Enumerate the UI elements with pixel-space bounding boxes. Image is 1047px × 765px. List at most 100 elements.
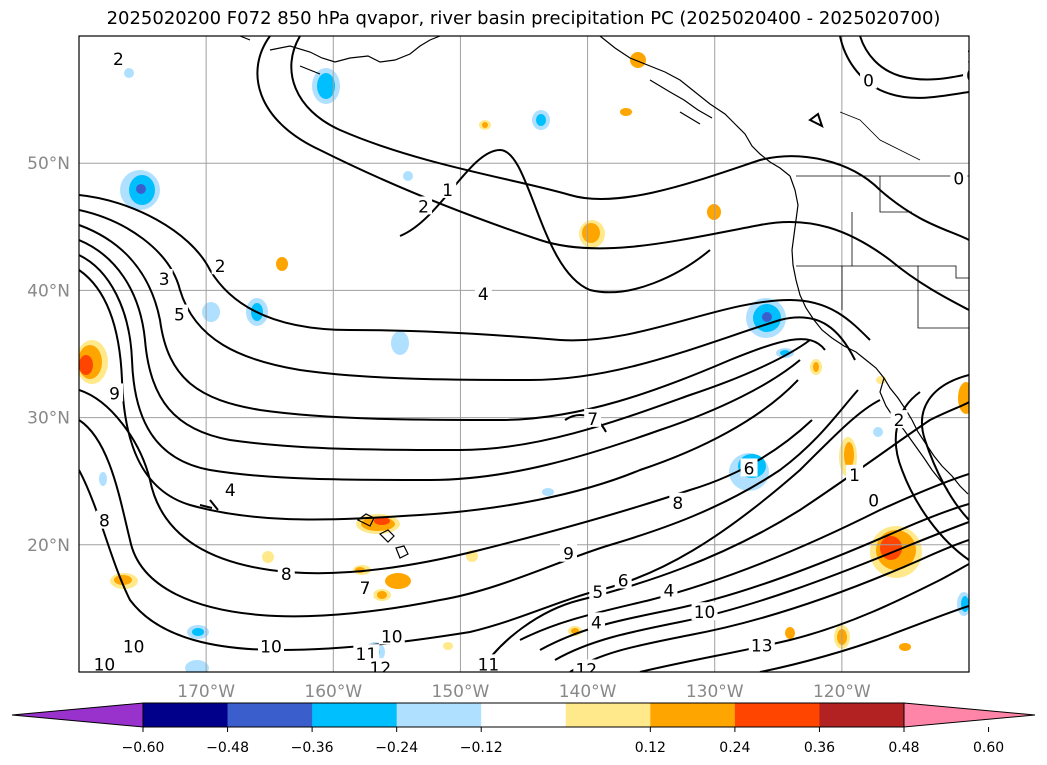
colorbar-segment (143, 703, 229, 727)
contour-label: 3 (159, 270, 170, 290)
contour-label: 12 (575, 660, 597, 680)
colorbar-extend-high (903, 702, 1036, 728)
negative-anomaly (391, 331, 409, 355)
contour-label: 6 (992, 288, 1003, 308)
graticule (79, 36, 969, 672)
contour-label: 2 (894, 411, 905, 431)
contour-label-bg (865, 490, 883, 509)
contour-label-bg (439, 179, 457, 198)
coastlines (239, 36, 969, 559)
colorbar-tick-label: −0.12 (460, 740, 503, 756)
positive-anomaly (582, 223, 600, 243)
contour-label: 10 (381, 627, 403, 647)
contour-label-bg (211, 256, 229, 275)
contour-label-bg (221, 480, 239, 499)
contour-label-bg (860, 70, 878, 89)
negative-anomaly (762, 312, 772, 322)
contour-label: 2 (418, 197, 429, 217)
positive-anomaly (114, 575, 132, 585)
colorbar-segment (312, 703, 398, 727)
contour-label: 13 (751, 636, 773, 656)
contour-label-bg (106, 383, 124, 402)
contour-label: 10 (694, 603, 716, 623)
contour-label: 7 (587, 410, 598, 430)
contour-label: 0 (953, 169, 964, 189)
negative-anomaly (185, 660, 209, 672)
colorbar-segment (227, 703, 313, 727)
lon-tick-label: 160°W (304, 682, 362, 702)
contour-label-bg (356, 578, 374, 597)
contour-label: 4 (478, 285, 489, 305)
contour-label: 1 (966, 47, 977, 67)
positive-anomaly (374, 517, 390, 525)
colorbar-extend-low (11, 702, 144, 728)
colorbar-tick-label: −0.24 (375, 740, 418, 756)
contour-label-bg (170, 304, 188, 323)
colorbar-segment (734, 703, 820, 727)
contour-label-bg (584, 408, 602, 427)
contour-label: 1 (849, 466, 860, 486)
contour-label-bg (660, 580, 678, 599)
contour-label-bg (573, 659, 600, 672)
lon-tick-label: 140°W (559, 682, 617, 702)
lon-tick-label: 130°W (686, 682, 744, 702)
positive-anomaly (876, 376, 886, 384)
positive-anomaly (262, 551, 274, 563)
positive-anomaly (79, 355, 93, 375)
contour-label-bg (277, 564, 295, 583)
contour-label-bg (109, 48, 127, 67)
contour-label-bg (91, 654, 118, 672)
contour-label: 0 (868, 491, 879, 511)
contour-label-bg (963, 46, 969, 65)
lon-tick-label: 150°W (432, 682, 490, 702)
contour-label: 9 (563, 545, 574, 565)
contour-label-bg (155, 268, 173, 287)
positive-anomaly (813, 362, 819, 372)
contour-label: 4 (225, 481, 236, 501)
contour-label-bg (950, 168, 968, 187)
positive-anomaly (620, 108, 632, 116)
negative-anomaly (542, 488, 554, 496)
lat-tick-label: 50°N (27, 154, 70, 174)
positive-anomaly (844, 442, 854, 468)
contour-label: 0 (966, 66, 977, 86)
negative-anomaly (99, 472, 107, 486)
colorbar-tick-label: 0.12 (635, 740, 666, 756)
contour-label-bg (257, 636, 284, 655)
contour-label: 6 (744, 459, 755, 479)
negative-anomaly (873, 427, 883, 437)
contour-label: 11 (478, 655, 500, 675)
negative-anomaly (317, 73, 335, 99)
contour-label: 4 (591, 613, 602, 633)
colorbar-tick-label: −0.36 (291, 740, 334, 756)
contour-label-bg (890, 410, 908, 429)
positive-anomaly (958, 382, 969, 414)
colorbar-tick-label: 0.36 (804, 740, 835, 756)
positive-anomaly (899, 643, 911, 651)
contour-label-bg (589, 581, 607, 600)
contour-label-bg (415, 196, 433, 215)
colorbar-segment (819, 703, 905, 727)
negative-anomaly (536, 114, 546, 126)
contour-label-bg (587, 612, 605, 631)
positive-anomaly (385, 573, 411, 589)
colorbar-outline (142, 702, 905, 728)
negative-anomaly (403, 171, 413, 181)
contour-label: 4 (664, 582, 675, 602)
plot-title: 2025020200 F072 850 hPa qvapor, river ba… (106, 8, 941, 29)
contour-label: 10 (94, 655, 116, 675)
contour-label: 5 (174, 306, 185, 326)
qvapor-contours (79, 36, 969, 672)
colorbar-segment (650, 703, 736, 727)
positive-anomaly (482, 122, 488, 128)
contour-label-bg (378, 626, 405, 645)
map-panel (79, 36, 969, 672)
colorbar-tick-label: 0.48 (888, 740, 919, 756)
contour-label: 9 (109, 384, 120, 404)
positive-anomaly (785, 627, 795, 639)
contour-label-bg (474, 284, 492, 303)
contour-label-bg (367, 658, 394, 672)
contour-label-bg (614, 570, 632, 589)
latitude-labels: 50°N 40°N 30°N 20°N (27, 154, 70, 556)
